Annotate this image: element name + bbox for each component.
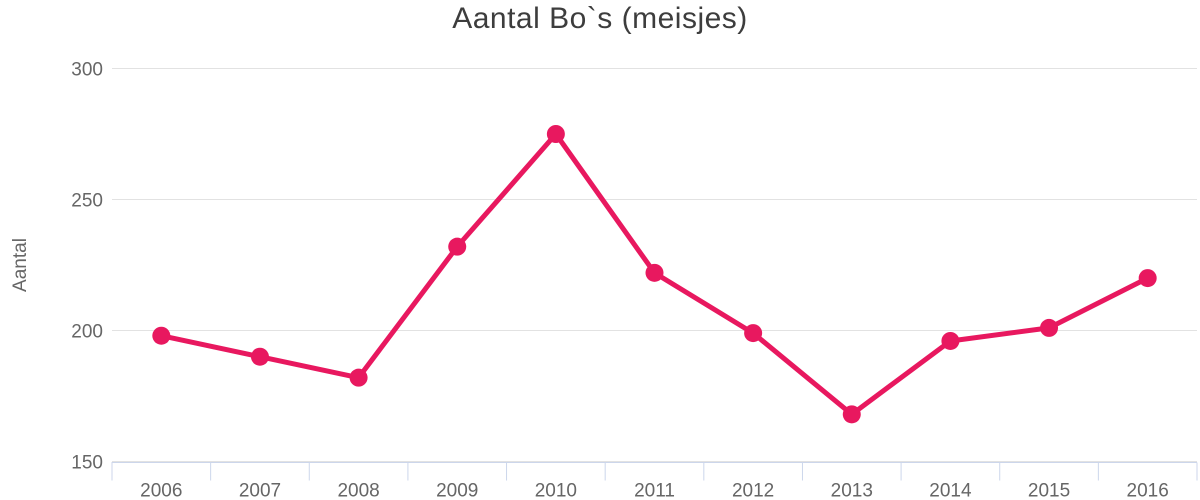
data-point-2012[interactable] [744, 324, 763, 343]
x-axis-label-2010: 2010 [535, 481, 577, 500]
data-point-2006[interactable] [152, 326, 171, 345]
x-axis-label-2009: 2009 [436, 481, 478, 500]
data-point-2008[interactable] [349, 368, 368, 387]
y-axis-label-200: 200 [71, 322, 103, 343]
x-axis-label-2011: 2011 [634, 481, 675, 500]
y-axis-label-250: 250 [71, 191, 103, 212]
x-axis-label-2014: 2014 [929, 481, 972, 500]
x-axis-label-2012: 2012 [732, 481, 774, 500]
y-axis-label-150: 150 [71, 453, 103, 474]
data-point-2013[interactable] [842, 405, 861, 424]
x-axis-label-2006: 2006 [140, 481, 182, 500]
x-axis-label-2007: 2007 [239, 481, 281, 500]
data-point-2009[interactable] [448, 237, 467, 256]
data-point-2007[interactable] [250, 347, 269, 366]
chart-title: Aantal Bo`s (meisjes) [452, 2, 748, 35]
data-point-2015[interactable] [1040, 318, 1059, 337]
x-axis-label-2013: 2013 [831, 481, 873, 500]
data-point-2010[interactable] [546, 125, 565, 143]
y-axis-title: Aantal [10, 238, 31, 292]
data-point-2016[interactable] [1138, 269, 1157, 288]
y-axis-label-300: 300 [71, 60, 103, 81]
x-axis-label-2008: 2008 [337, 481, 379, 500]
x-axis-label-2015: 2015 [1028, 481, 1070, 500]
data-point-2014[interactable] [941, 331, 960, 350]
x-axis-label-2016: 2016 [1127, 481, 1169, 500]
data-point-2011[interactable] [645, 263, 664, 282]
